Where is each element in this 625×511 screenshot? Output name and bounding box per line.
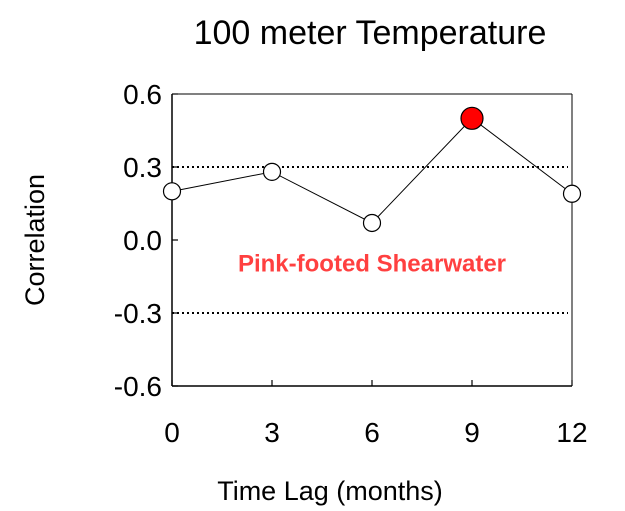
x-tick-label: 3 <box>264 417 280 448</box>
species-annotation: Pink-footed Shearwater <box>238 251 506 278</box>
y-tick-label: 0.0 <box>123 225 162 256</box>
x-tick-label: 6 <box>364 417 380 448</box>
data-point-significant <box>460 106 484 130</box>
x-tick-label: 0 <box>164 417 180 448</box>
y-tick-label: 0.3 <box>123 152 162 183</box>
x-tick-label: 9 <box>464 417 480 448</box>
series-line <box>171 117 573 224</box>
reference-lines <box>172 166 568 314</box>
y-tick-label: -0.3 <box>114 298 162 329</box>
y-axis-label: Correlation <box>20 174 50 306</box>
y-tick-label: -0.6 <box>114 371 162 402</box>
y-ticks: 0.6 0.3 0.0 -0.3 -0.6 <box>114 79 178 402</box>
x-axis-label: Time Lag (months) <box>217 476 443 506</box>
plot-area <box>171 93 573 387</box>
x-tick-label: 12 <box>556 417 587 448</box>
data-point <box>162 182 182 201</box>
series <box>162 106 582 233</box>
data-point <box>262 162 282 181</box>
x-ticks: 0 3 6 9 12 <box>164 380 588 448</box>
data-point <box>562 184 582 203</box>
y-tick-label: 0.6 <box>123 79 162 110</box>
data-point <box>362 213 382 233</box>
chart-title: 100 meter Temperature <box>194 14 547 52</box>
